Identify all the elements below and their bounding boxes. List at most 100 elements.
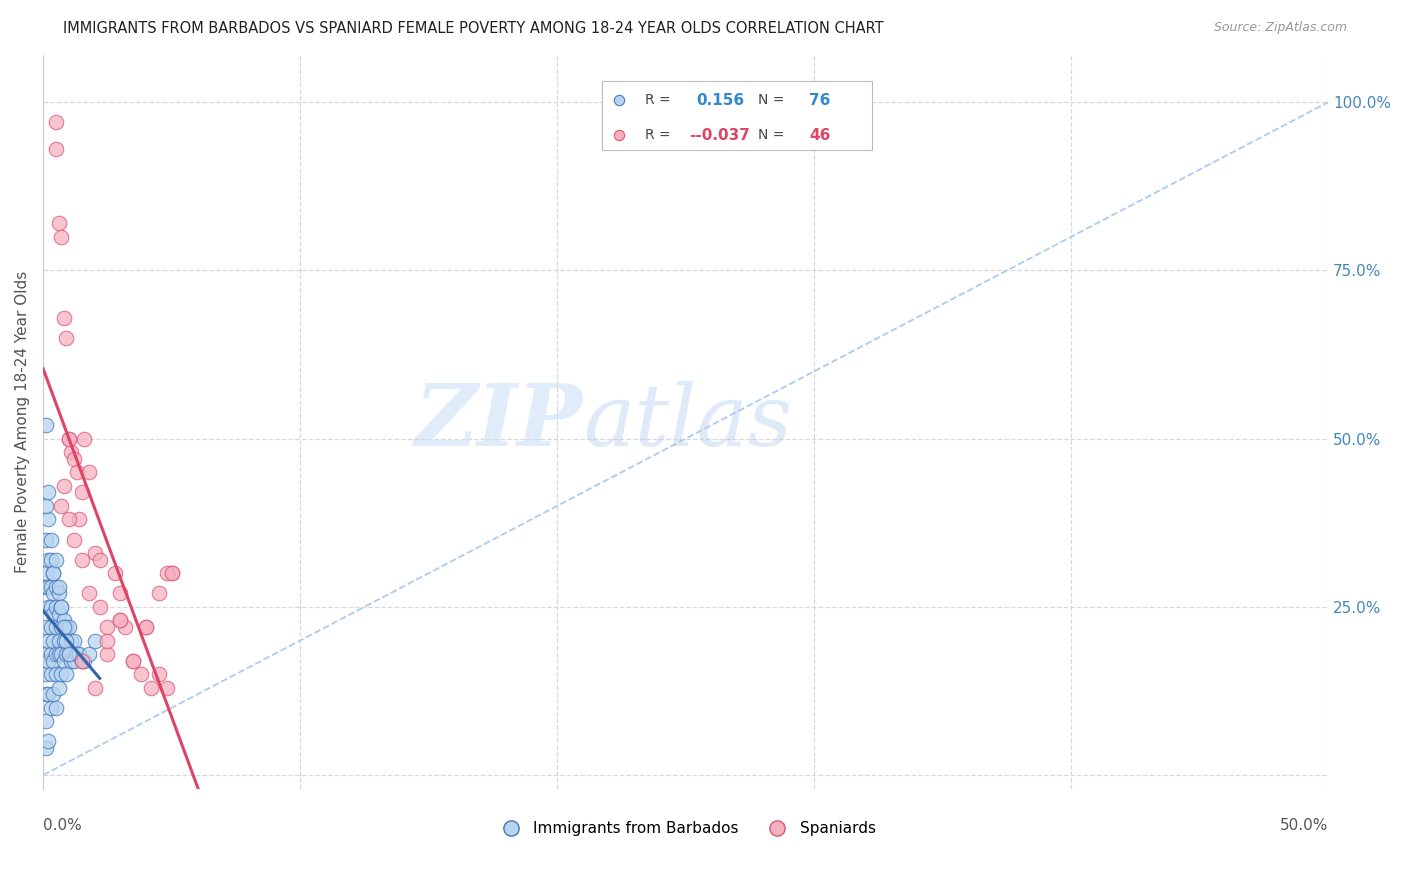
- Point: [51, 647, 73, 661]
- Point: [37, 512, 59, 526]
- Point: [35, 580, 58, 594]
- Point: [96, 620, 118, 634]
- Text: 76: 76: [808, 93, 831, 108]
- Point: [35, 533, 58, 547]
- Point: [63, 654, 86, 668]
- Point: [67, 647, 90, 661]
- Point: [148, 586, 170, 600]
- Point: [60, 633, 83, 648]
- Point: [63, 533, 86, 547]
- Point: [79, 586, 101, 600]
- Point: [73, 432, 96, 446]
- Text: N =: N =: [758, 128, 785, 142]
- Point: [48, 216, 70, 230]
- Point: [110, 613, 132, 627]
- Point: [52, 310, 75, 325]
- Point: [58, 432, 80, 446]
- Point: [63, 633, 86, 648]
- Point: [160, 566, 183, 581]
- Point: [52, 633, 75, 648]
- Point: [73, 654, 96, 668]
- Text: R =: R =: [644, 94, 671, 107]
- Point: [83, 681, 105, 695]
- Point: [48, 633, 70, 648]
- Point: [45, 620, 67, 634]
- Point: [114, 620, 136, 634]
- Point: [1184, 136, 1206, 151]
- Point: [52, 654, 75, 668]
- Point: [70, 654, 93, 668]
- Point: [35, 499, 58, 513]
- Point: [96, 633, 118, 648]
- Point: [1184, 169, 1206, 183]
- Point: [89, 599, 111, 614]
- Text: IMMIGRANTS FROM BARBADOS VS SPANIARD FEMALE POVERTY AMONG 18-24 YEAR OLDS CORREL: IMMIGRANTS FROM BARBADOS VS SPANIARD FEM…: [63, 21, 884, 36]
- Point: [42, 566, 65, 581]
- FancyBboxPatch shape: [602, 81, 872, 151]
- Point: [35, 620, 58, 634]
- Point: [42, 566, 65, 581]
- Point: [110, 613, 132, 627]
- Point: [45, 599, 67, 614]
- Point: [42, 654, 65, 668]
- Point: [37, 599, 59, 614]
- Point: [37, 553, 59, 567]
- Point: [35, 647, 58, 661]
- Point: [37, 654, 59, 668]
- Text: atlas: atlas: [583, 381, 792, 463]
- Point: [52, 613, 75, 627]
- Point: [42, 633, 65, 648]
- Point: [129, 667, 152, 681]
- Point: [39, 647, 62, 661]
- Point: [51, 620, 73, 634]
- Point: [35, 687, 58, 701]
- Point: [37, 633, 59, 648]
- Point: [39, 700, 62, 714]
- Point: [45, 553, 67, 567]
- Point: [58, 647, 80, 661]
- Point: [39, 580, 62, 594]
- Point: [79, 647, 101, 661]
- Text: N =: N =: [758, 94, 785, 107]
- Point: [42, 586, 65, 600]
- Text: 50.0%: 50.0%: [1279, 818, 1329, 833]
- Text: --0.037: --0.037: [689, 128, 751, 143]
- Point: [39, 620, 62, 634]
- Text: Source: ZipAtlas.com: Source: ZipAtlas.com: [1213, 21, 1347, 34]
- Point: [35, 667, 58, 681]
- Point: [70, 654, 93, 668]
- Point: [65, 647, 87, 661]
- Point: [110, 586, 132, 600]
- Point: [135, 620, 157, 634]
- Point: [58, 512, 80, 526]
- Point: [39, 553, 62, 567]
- Point: [60, 654, 83, 668]
- Point: [58, 647, 80, 661]
- Point: [48, 681, 70, 695]
- Point: [45, 667, 67, 681]
- Point: [51, 599, 73, 614]
- Point: [42, 607, 65, 621]
- Point: [39, 599, 62, 614]
- Text: 0.0%: 0.0%: [44, 818, 82, 833]
- Point: [48, 580, 70, 594]
- Point: [39, 667, 62, 681]
- Point: [55, 633, 77, 648]
- Point: [55, 667, 77, 681]
- Point: [70, 485, 93, 500]
- Point: [48, 607, 70, 621]
- Point: [37, 687, 59, 701]
- Point: [45, 580, 67, 594]
- Legend: Immigrants from Barbados, Spaniards: Immigrants from Barbados, Spaniards: [495, 821, 876, 836]
- Point: [37, 734, 59, 748]
- Point: [35, 418, 58, 433]
- Point: [45, 115, 67, 129]
- Point: [89, 553, 111, 567]
- Point: [39, 533, 62, 547]
- Point: [139, 681, 162, 695]
- Point: [83, 546, 105, 560]
- Point: [37, 580, 59, 594]
- Point: [51, 499, 73, 513]
- Point: [155, 566, 177, 581]
- Point: [70, 553, 93, 567]
